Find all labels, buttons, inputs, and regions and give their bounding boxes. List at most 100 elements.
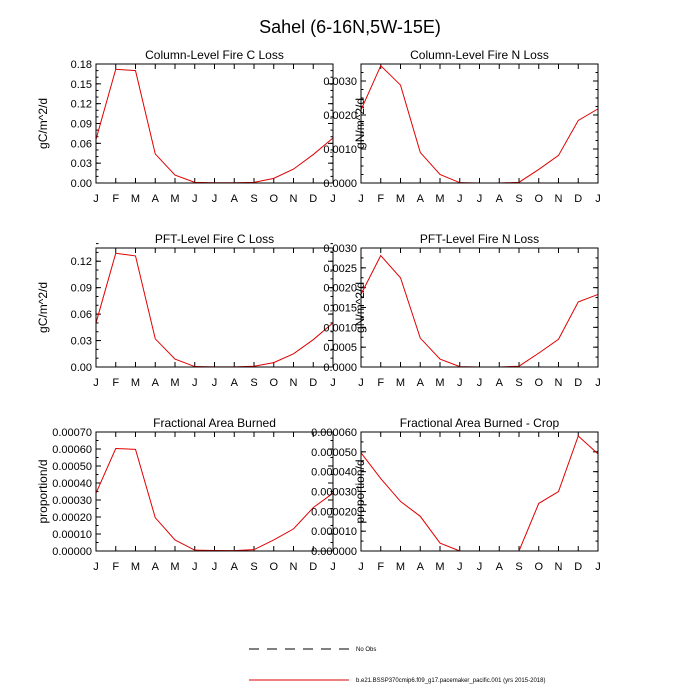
x-tick-label: J xyxy=(477,561,483,573)
y-tick-label: 0.03 xyxy=(71,158,92,170)
x-tick-label: D xyxy=(574,193,582,205)
x-tick-label: D xyxy=(309,377,317,389)
x-tick-label: F xyxy=(112,561,119,573)
x-tick-label: M xyxy=(396,377,405,389)
y-tick-label: 0.0000 xyxy=(323,178,357,190)
x-tick-label: A xyxy=(496,561,504,573)
x-tick-label: S xyxy=(250,377,257,389)
data-series-line xyxy=(360,254,599,368)
y-axis-label: gN/m^2/d xyxy=(353,282,367,333)
y-tick-label: 0.0015 xyxy=(323,303,357,315)
chart-title: Column-Level Fire C Loss xyxy=(145,48,284,62)
plot-area-frame xyxy=(360,63,599,184)
data-series-line xyxy=(95,68,334,184)
chart-title: PFT-Level Fire N Loss xyxy=(420,232,539,246)
x-tick-label: J xyxy=(358,193,364,205)
y-tick-label: 0.00030 xyxy=(52,495,92,507)
x-tick-label: O xyxy=(269,561,278,573)
x-tick-label: O xyxy=(534,377,543,389)
y-tick-label: 0.0010 xyxy=(323,144,357,156)
chart-panel-5: Fractional Area Burned proportion/d 0.0000… xyxy=(36,416,336,573)
chart-title: Column-Level Fire N Loss xyxy=(410,48,549,62)
y-tick-label: 0.0020 xyxy=(323,110,357,122)
y-tick-label: 0.12 xyxy=(71,256,92,268)
y-axis-label: proportion/d xyxy=(36,459,50,523)
x-tick-label: J xyxy=(93,561,99,573)
x-tick-label: M xyxy=(170,561,179,573)
x-tick-label: D xyxy=(309,193,317,205)
data-series-line xyxy=(95,447,334,552)
x-tick-label: J xyxy=(595,561,601,573)
y-tick-label: 0.00 xyxy=(71,362,92,374)
y-tick-label: 0.0025 xyxy=(323,263,357,275)
x-tick-label: O xyxy=(534,193,543,205)
y-tick-label: 0.0010 xyxy=(323,322,357,334)
y-tick-label: 0.09 xyxy=(71,283,92,295)
x-tick-label: N xyxy=(290,561,298,573)
x-tick-label: A xyxy=(417,193,425,205)
x-tick-label: M xyxy=(396,561,405,573)
x-tick-label: J xyxy=(192,561,198,573)
x-tick-label: F xyxy=(377,377,384,389)
x-tick-label: J xyxy=(358,561,364,573)
x-tick-label: D xyxy=(574,561,582,573)
x-tick-label: A xyxy=(231,377,239,389)
y-tick-label: 0.00010 xyxy=(52,529,92,541)
y-tick-label: 0.06 xyxy=(71,138,92,150)
x-tick-label: A xyxy=(417,561,425,573)
y-tick-label: 0.0000 xyxy=(323,362,357,374)
x-tick-label: J xyxy=(595,193,601,205)
x-tick-label: M xyxy=(170,193,179,205)
x-tick-label: O xyxy=(269,193,278,205)
chart-panel-1: Column-Level Fire C Loss gC/m^2/d 0.00 0.03… xyxy=(36,48,336,205)
x-tick-label: N xyxy=(290,193,298,205)
chart-panel-4: PFT-Level Fire N Loss gN/m^2/d 0.0000 0.000… xyxy=(323,232,600,389)
y-tick-label: 0.0005 xyxy=(323,342,357,354)
x-tick-label: J xyxy=(93,193,99,205)
x-tick-label: A xyxy=(231,193,239,205)
data-series-line xyxy=(95,252,334,368)
y-tick-label: 0.0030 xyxy=(323,76,357,88)
x-tick-label: A xyxy=(152,193,160,205)
x-tick-label: D xyxy=(574,377,582,389)
x-tick-label: A xyxy=(152,561,160,573)
x-tick-label: N xyxy=(555,377,563,389)
x-tick-label: M xyxy=(131,561,140,573)
x-tick-label: M xyxy=(435,193,444,205)
chart-title: Fractional Area Burned xyxy=(153,416,276,430)
x-tick-label: A xyxy=(417,377,425,389)
plot-area-frame xyxy=(360,431,599,552)
x-tick-label: A xyxy=(231,561,239,573)
legend-model-label: b.e21.BSSP370cmip6.f09_g17.pacemaker_pac… xyxy=(356,678,545,684)
chart-panel-2: Column-Level Fire N Loss gN/m^2/d 0.0000 0.… xyxy=(323,48,600,205)
x-tick-label: J xyxy=(192,377,198,389)
y-tick-label: 0.000050 xyxy=(311,447,357,459)
x-tick-label: O xyxy=(534,561,543,573)
x-tick-label: M xyxy=(435,377,444,389)
y-tick-label: 0.15 xyxy=(71,79,92,91)
x-tick-label: F xyxy=(112,377,119,389)
panels: Column-Level Fire C Loss gC/m^2/d 0.00 0.03… xyxy=(36,48,601,573)
chart-title: Fractional Area Burned - Crop xyxy=(400,416,560,430)
x-tick-label: J xyxy=(93,377,99,389)
x-tick-label: S xyxy=(515,561,522,573)
y-tick-label: 0.00020 xyxy=(52,512,92,524)
y-tick-label: 0.18 xyxy=(71,59,92,71)
y-tick-label: 0.06 xyxy=(71,309,92,321)
x-tick-label: M xyxy=(396,193,405,205)
x-tick-label: J xyxy=(330,193,336,205)
x-tick-label: S xyxy=(515,377,522,389)
x-tick-label: N xyxy=(555,193,563,205)
x-tick-label: J xyxy=(330,561,336,573)
x-tick-label: J xyxy=(457,377,463,389)
x-tick-label: A xyxy=(152,377,160,389)
plot-area-frame xyxy=(95,63,334,184)
x-tick-label: J xyxy=(212,561,218,573)
x-tick-label: M xyxy=(131,193,140,205)
chart-title: PFT-Level Fire C Loss xyxy=(155,232,274,246)
x-tick-label: J xyxy=(358,377,364,389)
y-tick-label: 0.000030 xyxy=(311,487,357,499)
x-tick-label: J xyxy=(457,561,463,573)
x-tick-label: F xyxy=(377,561,384,573)
